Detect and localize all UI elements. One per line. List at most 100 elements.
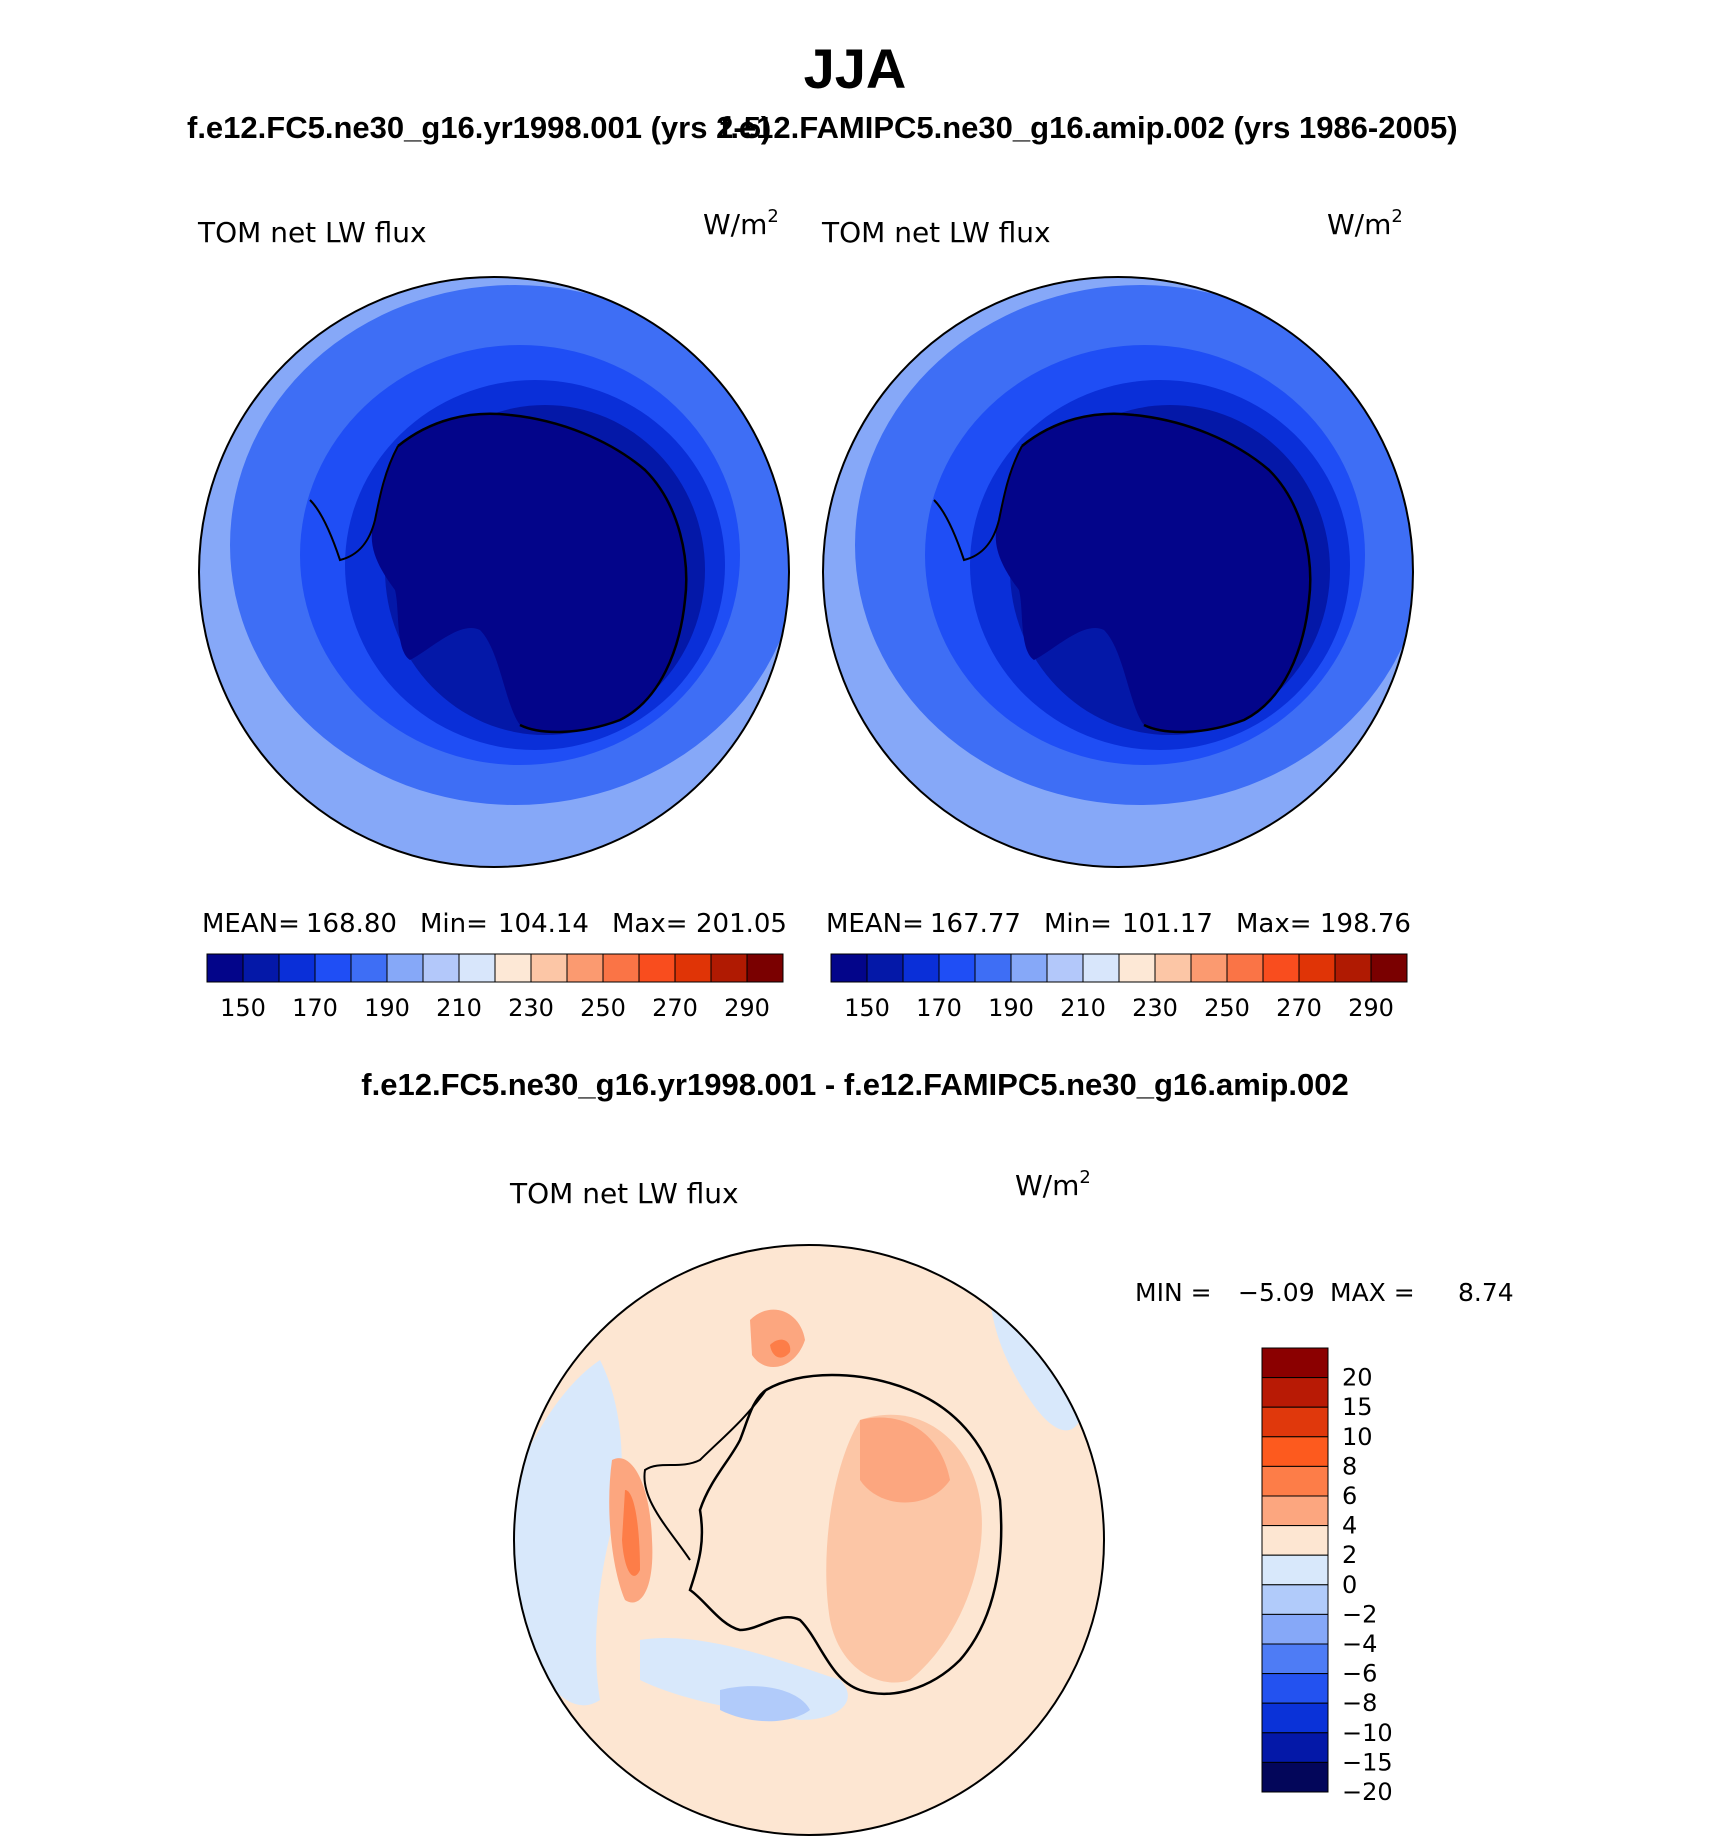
map-diff-pos-east-core [860,1417,950,1503]
colorbar-left-tick-label: 190 [364,994,410,1022]
map-left [199,277,789,867]
colorbar-right-swatch [902,953,940,983]
colorbar-diff-swatch [1261,1347,1329,1379]
colorbar-right-tick-label: 150 [844,994,890,1022]
colorbar-right-swatch [866,953,904,983]
colorbar-right: 150 170 190 210 230 250 270 290 [830,953,1408,1022]
diff-max-label: MAX = [1330,1278,1415,1307]
map-diff-pos-peninsula-core [622,1490,640,1576]
map-diff-pos-north [750,1309,805,1367]
colorbar-diff-tick-label: −2 [1342,1600,1377,1628]
coastline-right [1021,412,1312,734]
colorbar-diff-tick-label: 0 [1342,1571,1357,1599]
colorbar-diff-swatch [1261,1554,1329,1586]
colorbar-diff-tick-label: −10 [1342,1719,1393,1747]
colorbar-right-swatch [1154,953,1192,983]
colorbar-right-swatch [1118,953,1156,983]
diff-min-label: MIN = [1135,1278,1212,1307]
colorbar-diff-swatch [1261,1732,1329,1763]
panel-left-units: W/m2 [703,206,779,241]
colorbar-left-swatch [458,953,496,983]
stats-right-max-label: Max= [1236,909,1312,939]
map-diff-pos-north-core [770,1339,791,1358]
colorbar-left-swatch [494,953,532,983]
colorbar-left-swatch [566,953,604,983]
panel-right-units: W/m2 [1327,206,1403,241]
map-diff-border [513,1244,1105,1836]
stats-right-mean-label: MEAN= [826,909,924,939]
colorbar-left-swatch [674,953,712,983]
colorbar-diff-swatch [1261,1643,1329,1675]
colorbar-diff-tick-label: −20 [1342,1778,1393,1806]
colorbar-left-tick-label: 290 [724,994,770,1022]
stats-right-max: 198.76 [1320,909,1411,939]
map-diff-neg-northeast [990,1300,1080,1431]
stats-left-min: 104.14 [498,909,589,939]
colorbar-left: 150 170 190 210 230 250 270 290 [206,953,784,1022]
diff-max: 8.74 [1458,1278,1514,1307]
colorbar-right-swatch [1298,953,1336,983]
colorbar-right-tick-label: 270 [1276,994,1322,1022]
colorbar-diff-swatch [1261,1465,1329,1497]
colorbar-diff-tick-label: 20 [1342,1364,1373,1392]
colorbar-right-swatch [1370,953,1408,983]
colorbar-diff-tick-label: −15 [1342,1748,1393,1776]
colorbar-right-tick-label: 190 [988,994,1034,1022]
colorbar-left-swatch [638,953,676,983]
map-left-border [198,276,790,868]
colorbar-left-swatch [278,953,316,983]
coastline-left [397,412,688,734]
stats-right-mean: 167.77 [930,909,1021,939]
panel-diff-variable: TOM net LW flux [509,1177,739,1210]
colorbar-diff-tick-label: 15 [1342,1393,1373,1421]
colorbar-right-swatch [1190,953,1228,983]
colorbar-left-tick-label: 250 [580,994,626,1022]
map-diff-neg-west [514,1360,622,1706]
colorbar-left-swatch [602,953,640,983]
panel-right-variable: TOM net LW flux [821,216,1051,249]
colorbar-diff-tick-label: 6 [1342,1482,1357,1510]
colorbar-right-swatch [1334,953,1372,983]
colorbar-right-swatch [1046,953,1084,983]
stats-right-min: 101.17 [1122,909,1213,939]
colorbar-left-swatch [710,953,748,983]
colorbar-diff-swatch [1261,1584,1329,1615]
colorbar-left-tick-label: 170 [292,994,338,1022]
colorbar-diff-tick-label: 8 [1342,1452,1357,1480]
colorbar-left-tick-label: 210 [436,994,482,1022]
antarctica-right [995,413,1311,732]
colorbar-diff-swatch [1261,1613,1329,1645]
colorbar-right-swatch [974,953,1012,983]
difference-title: f.e12.FC5.ne30_g16.yr1998.001 - f.e12.FA… [361,1067,1349,1102]
stats-left-max-label: Max= [612,909,688,939]
antarctica-left [371,413,687,732]
colorbar-right-swatch [1262,953,1300,983]
colorbar-diff-tick-label: −8 [1342,1689,1377,1717]
colorbar-diff-tick-label: 10 [1342,1423,1373,1451]
diff-min: −5.09 [1238,1278,1315,1307]
colorbar-diff-swatch [1261,1702,1329,1734]
colorbar-right-tick-label: 250 [1204,994,1250,1022]
colorbar-left-tick-label: 230 [508,994,554,1022]
colorbar-diff-swatch [1261,1761,1329,1793]
map-right-border [822,276,1414,868]
colorbar-diff-tick-label: 2 [1342,1541,1357,1569]
stats-left-mean-label: MEAN= [202,909,300,939]
colorbar-right-tick-label: 290 [1348,994,1394,1022]
figure-title: JJA [803,37,907,100]
map-right [823,277,1413,867]
colorbar-diff-swatch [1261,1525,1329,1556]
colorbar-right-swatch [830,953,868,983]
colorbar-left-tick-label: 270 [652,994,698,1022]
colorbar-diff-swatch [1261,1436,1329,1467]
case-title-right: f.e12.FAMIPC5.ne30_g16.amip.002 (yrs 198… [720,110,1458,145]
coastline-diff [688,1373,1003,1695]
colorbar-left-swatch [350,953,388,983]
colorbar-diff-swatch [1261,1406,1329,1438]
stats-left-min-label: Min= [420,909,488,939]
colorbar-diff-tick-label: −4 [1342,1630,1377,1658]
colorbar-left-swatch [314,953,352,983]
map-diff [514,1245,1104,1835]
peninsula-right [933,445,1023,562]
